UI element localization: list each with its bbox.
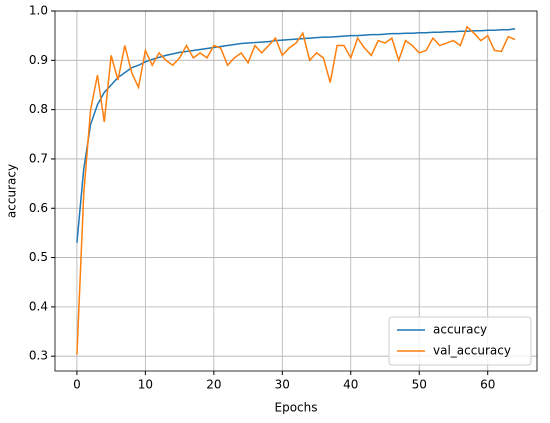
legend-box	[388, 316, 532, 366]
x-tick-label: 60	[480, 378, 495, 392]
plot-frame	[54, 10, 538, 372]
data-line	[76, 25, 516, 355]
x-tick-label: 30	[275, 378, 290, 392]
x-tick-label: 50	[412, 378, 427, 392]
y-tick-label: 1.0	[29, 4, 48, 18]
y-tick-label: 0.4	[29, 299, 48, 313]
y-tick-label: 0.9	[29, 53, 48, 67]
y-tick-label: 0.5	[29, 250, 48, 264]
x-axis-label: Epochs	[275, 401, 318, 415]
y-axis-label: accuracy	[5, 164, 19, 218]
x-tick-label: 40	[343, 378, 358, 392]
y-tick-label: 0.3	[29, 349, 48, 363]
y-tick-label: 0.7	[29, 151, 48, 165]
x-tick-label: 20	[206, 378, 221, 392]
y-tick-label: 0.8	[29, 102, 48, 116]
y-tick-label: 0.6	[29, 201, 48, 215]
x-tick-label: 10	[138, 378, 153, 392]
legend-label: val_accuracy	[433, 344, 511, 358]
x-tick-label: 0	[73, 378, 81, 392]
legend-label: accuracy	[433, 323, 487, 337]
